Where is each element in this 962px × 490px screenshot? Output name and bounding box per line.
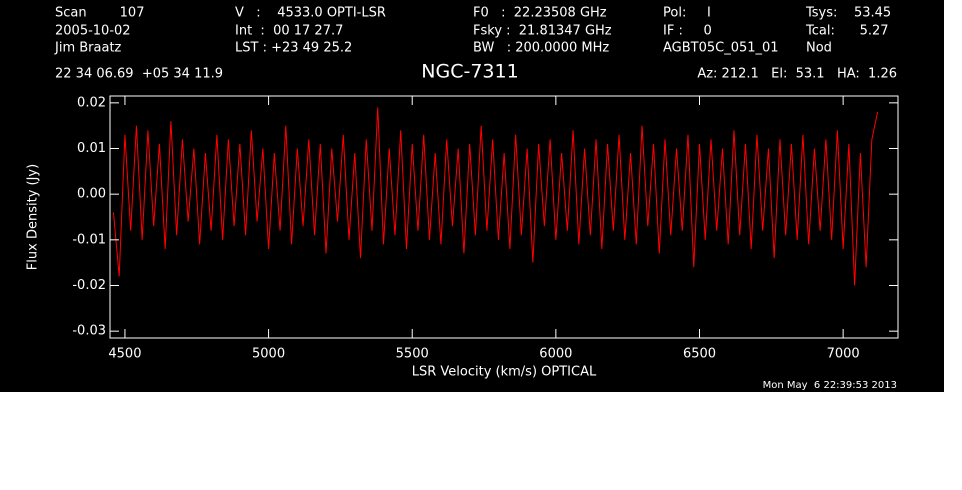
y-tick-label: -0.02 [72, 278, 106, 293]
y-tick-label: -0.03 [72, 324, 106, 339]
y-tick-label: 0.00 [77, 187, 106, 202]
chart-title: NGC-7311 [421, 61, 518, 83]
x-tick-label: 5000 [252, 347, 285, 362]
header-text: IF : 0 [663, 24, 712, 39]
header-text: Tsys: 53.45 [805, 6, 891, 21]
header-text: Jim Braatz [54, 41, 122, 56]
spectrum-line [112, 107, 879, 286]
coordinates: 22 34 06.69 +05 34 11.9 [55, 67, 223, 82]
timestamp: Mon May 6 22:39:53 2013 [763, 380, 897, 391]
x-tick-label: 6500 [683, 347, 716, 362]
header-text: Fsky : 21.81347 GHz [473, 24, 612, 39]
header-text: Pol: I [663, 6, 711, 21]
header-text: Nod [806, 41, 832, 56]
x-tick-label: 7000 [827, 347, 860, 362]
plot-background [0, 0, 944, 392]
y-tick-label: 0.02 [77, 95, 106, 110]
axis-box [109, 95, 899, 339]
header-text: Tcal: 5.27 [805, 24, 889, 39]
y-tick-label: -0.01 [72, 232, 106, 247]
header-text: AGBT05C_051_01 [663, 41, 779, 56]
header-text: V : 4533.0 OPTI-LSR [235, 6, 386, 21]
header-text: 2005-10-02 [55, 24, 131, 39]
header-text: Int : 00 17 27.7 [235, 24, 343, 39]
y-tick-label: 0.01 [77, 141, 106, 156]
y-axis-label: Flux Density (Jy) [26, 164, 41, 270]
header-text: F0 : 22.23508 GHz [473, 6, 607, 21]
header-text: LST : +23 49 25.2 [235, 41, 352, 56]
header-text: BW : 200.0000 MHz [473, 41, 609, 56]
x-tick-label: 6000 [539, 347, 572, 362]
x-tick-label: 4500 [108, 347, 141, 362]
x-tick-label: 5500 [396, 347, 429, 362]
header-text: Scan 107 [55, 6, 144, 21]
x-axis-label: LSR Velocity (km/s) OPTICAL [412, 365, 597, 380]
pointing: Az: 212.1 El: 53.1 HA: 1.26 [697, 67, 897, 82]
